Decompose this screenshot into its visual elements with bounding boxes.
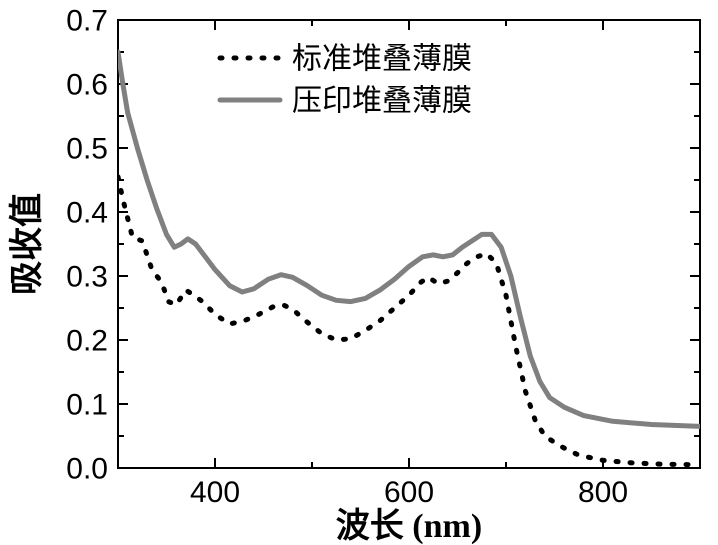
legend-label-standard: 标准堆叠薄膜 [292,43,472,76]
y-tick-label: 0.6 [66,69,108,102]
absorption-chart: 400 600 800 0.0 0.1 0.2 0.3 0.4 0.5 0.6 0.7 波长 (nm)… [0,0,718,545]
y-tick-label: 0.3 [66,261,108,294]
legend-label-imprint: 压印堆叠薄膜 [292,85,472,118]
y-tick-label: 0.0 [66,453,108,486]
x-tick-label: 800 [578,476,628,509]
chart-svg: 400 600 800 0.0 0.1 0.2 0.3 0.4 0.5 0.6 0.7 波长 (nm)… [0,0,718,545]
x-tick-label: 400 [190,476,240,509]
x-tick-label: 600 [384,476,434,509]
x-axis-label: 波长 (nm) [336,507,482,545]
y-tick-label: 0.4 [66,197,108,230]
y-tick-label: 0.1 [66,389,108,422]
y-tick-label: 0.2 [66,325,108,358]
y-tick-label: 0.5 [66,133,108,166]
y-tick-label: 0.7 [66,5,108,38]
y-axis-label: 吸收值 [8,193,46,295]
